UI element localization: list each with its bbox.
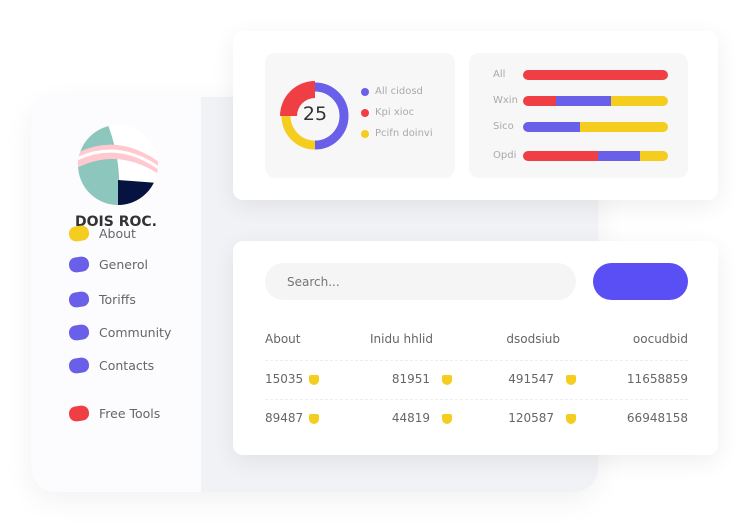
legend-dot-icon <box>361 108 369 117</box>
shield-icon <box>566 375 576 385</box>
table-cell: 491547 <box>508 372 554 386</box>
table-cell: 11658859 <box>626 372 688 386</box>
sidebar-item-toriffs[interactable]: Toriffs <box>68 290 136 309</box>
table-cell: 120587 <box>508 411 554 425</box>
sidebar-item-label: Generol <box>99 257 148 272</box>
bar-label: Opdi <box>493 150 517 161</box>
sidebar-item-label: Free Tools <box>99 406 161 421</box>
bar-segment <box>523 70 668 80</box>
stacked-bar <box>523 122 668 132</box>
sidebar: DOIS ROC. About Generol Toriffs Community Co… <box>31 97 201 492</box>
table-cell: 81951 <box>391 372 430 386</box>
legend-dot-icon <box>361 129 369 138</box>
table-cell: 15035 <box>265 372 304 386</box>
donut-panel: 25 All cidosd Kpi xioc Pcifn doinvi <box>265 53 455 178</box>
bar-segment <box>598 151 641 161</box>
shield-icon <box>309 414 319 424</box>
blob-icon <box>68 255 90 274</box>
bar-label: Sico <box>493 121 514 132</box>
sidebar-item-contacts[interactable]: Contacts <box>68 356 155 375</box>
stacked-bar <box>523 70 668 80</box>
legend-label: Pcifn doinvi <box>375 128 433 139</box>
legend-dot-icon <box>361 87 369 96</box>
blob-icon <box>68 404 90 423</box>
table-cell: 66948158 <box>626 411 688 425</box>
search-input[interactable] <box>265 263 576 300</box>
donut-value: 25 <box>302 103 328 125</box>
bar-segment <box>556 96 612 106</box>
blob-icon <box>68 323 90 342</box>
sidebar-item-generol[interactable]: Generol <box>68 255 148 274</box>
brand-name: DOIS ROC. <box>75 214 157 230</box>
legend-item: Pcifn doinvi <box>361 128 433 139</box>
avatar <box>78 125 158 205</box>
legend-item: Kpi xioc <box>361 107 414 118</box>
legend-item: All cidosd <box>361 86 423 97</box>
shield-icon <box>566 414 576 424</box>
bar-segment <box>640 151 668 161</box>
bar-segment <box>579 122 668 132</box>
divider <box>265 360 688 361</box>
sidebar-item-about[interactable]: About <box>68 224 136 243</box>
stacked-bar <box>523 96 668 106</box>
table-cell: 44819 <box>391 411 430 425</box>
sidebar-item-label: Contacts <box>99 358 155 373</box>
sidebar-item-label: About <box>99 226 136 241</box>
column-header[interactable]: dsodsiub <box>506 332 560 346</box>
table-card: About Inidu hhlid dsodsiub oocudbid 15035 819… <box>233 241 718 455</box>
legend-label: All cidosd <box>375 86 423 97</box>
stacked-bar <box>523 151 668 161</box>
donut-chart <box>280 81 349 150</box>
donut-segment-2 <box>280 81 315 116</box>
stats-card: 25 All cidosd Kpi xioc Pcifn doinvi All Wxi… <box>233 31 718 200</box>
bars-panel: All Wxin Sico Opdi <box>469 53 688 178</box>
shield-icon <box>442 414 452 424</box>
bar-segment <box>523 122 580 132</box>
legend-label: Kpi xioc <box>375 107 415 118</box>
sidebar-item-label: Toriffs <box>99 292 136 307</box>
bar-segment <box>611 96 668 106</box>
table-cell: 89487 <box>265 411 304 425</box>
column-header[interactable]: About <box>265 332 301 346</box>
divider <box>265 399 688 400</box>
search-button[interactable] <box>593 263 688 300</box>
column-header[interactable]: oocudbid <box>632 332 688 346</box>
column-header[interactable]: Inidu hhlid <box>369 332 433 346</box>
bar-label: Wxin <box>493 95 518 106</box>
sidebar-item-community[interactable]: Community <box>68 323 172 342</box>
blob-icon <box>68 356 90 375</box>
sidebar-item-label: Community <box>99 325 172 340</box>
bar-segment <box>523 96 557 106</box>
blob-icon <box>68 224 90 243</box>
bar-segment <box>523 151 599 161</box>
shield-icon <box>442 375 452 385</box>
shield-icon <box>309 375 319 385</box>
sidebar-item-free-tools[interactable]: Free Tools <box>68 404 161 423</box>
blob-icon <box>68 290 90 309</box>
bar-label: All <box>493 69 506 80</box>
